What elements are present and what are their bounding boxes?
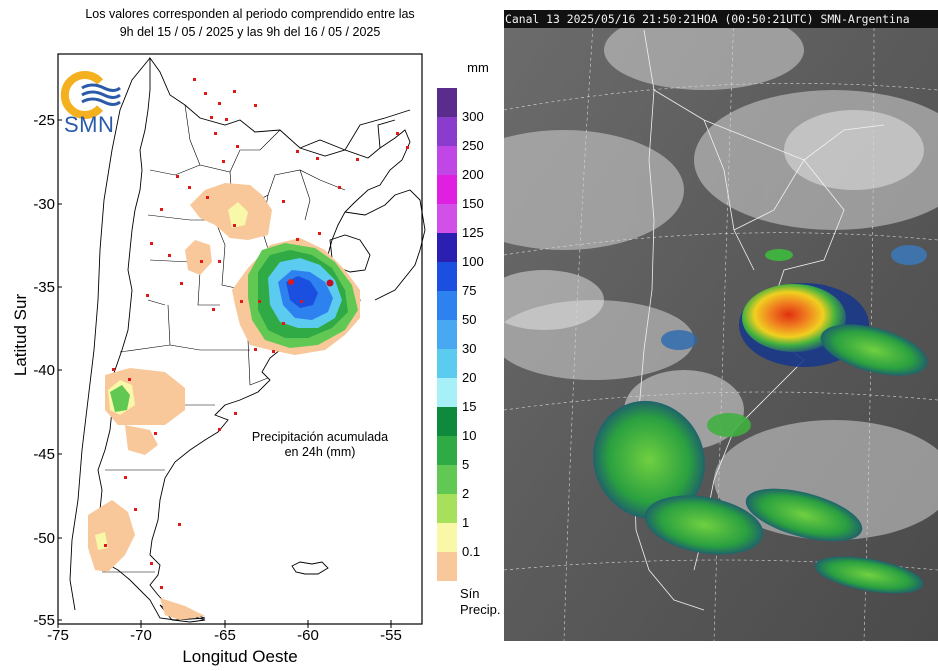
- y-axis-label: Latitud Sur: [11, 294, 30, 377]
- legend-label: 50: [462, 312, 476, 327]
- legend-swatch: [437, 262, 457, 291]
- x-tick-label: -60: [297, 627, 319, 644]
- max-precip-marker: [326, 279, 334, 287]
- legend-swatch: [437, 88, 457, 117]
- legend-label: 5: [462, 457, 469, 472]
- x-tick-label: -65: [214, 627, 236, 644]
- legend-label: 100: [462, 254, 484, 269]
- legend-swatch: [437, 378, 457, 407]
- storm-cell: [593, 400, 705, 520]
- legend-label: 15: [462, 399, 476, 414]
- legend-label: 75: [462, 283, 476, 298]
- annotation-line2: en 24h (mm): [284, 445, 356, 459]
- legend-label: 300: [462, 109, 484, 124]
- storm-cell: [742, 284, 846, 352]
- map-annotation: Precipitación acumulada en 24h (mm): [250, 430, 390, 460]
- legend-label: 1: [462, 515, 469, 530]
- no-precip-label-line1: Sín: [460, 586, 480, 601]
- map-header-line2: 9h del 15 / 05 / 2025 y las 9h del 16 / …: [119, 25, 381, 39]
- legend-label: 20: [462, 370, 476, 385]
- legend-swatch: [437, 465, 457, 494]
- precipitation-legend: 300 250 200 150 125 100 75 50 30 20 15 10 5 2 1 0.1 SínP…: [437, 88, 500, 617]
- legend-swatch: [437, 146, 457, 175]
- legend-label: 30: [462, 341, 476, 356]
- legend-swatch: [437, 407, 457, 436]
- y-tick-label: -25: [33, 112, 55, 129]
- x-tick-label: -70: [130, 627, 152, 644]
- legend-swatch: [437, 523, 457, 552]
- station-dots: [104, 78, 409, 589]
- legend-swatch: [437, 117, 457, 146]
- y-tick-label: -55: [33, 612, 55, 629]
- y-tick-label: -35: [33, 279, 55, 296]
- precipitation-map-panel: Los valores corresponden al periodo comp…: [11, 7, 500, 666]
- legend-label: 250: [462, 138, 484, 153]
- legend-label: 10: [462, 428, 476, 443]
- legend-swatch: [437, 291, 457, 320]
- satellite-image-panel: Canal 13 2025/05/16 21:50:21HOA (00:50:2…: [504, 10, 938, 641]
- legend-label: 150: [462, 196, 484, 211]
- y-tick-label: -45: [33, 446, 55, 463]
- legend-swatch: [437, 175, 457, 204]
- y-tick-label: -30: [33, 196, 55, 213]
- max-precip-marker: [288, 279, 294, 285]
- y-tick-label: -40: [33, 362, 55, 379]
- x-tick-label: -55: [380, 627, 402, 644]
- smn-logo: [60, 71, 121, 119]
- smn-logo-text: SMN: [64, 112, 115, 137]
- legend-swatch: [437, 349, 457, 378]
- legend-label: 125: [462, 225, 484, 240]
- legend-swatch: [437, 494, 457, 523]
- satellite-image-svg: [504, 10, 938, 641]
- borders: [633, 29, 885, 611]
- legend-label: 2: [462, 486, 469, 501]
- annotation-line1: Precipitación acumulada: [251, 430, 389, 444]
- legend-label: 200: [462, 167, 484, 182]
- map-header-line1: Los valores corresponden al periodo comp…: [85, 7, 415, 21]
- legend-swatch: [437, 436, 457, 465]
- legend-unit: mm: [467, 60, 489, 75]
- precipitation-field-darkblue: [286, 276, 318, 308]
- legend-swatch: [437, 320, 457, 349]
- y-tick-label: -50: [33, 530, 55, 547]
- graticule: [504, 10, 938, 641]
- no-precip-label-line2: Precip.: [460, 602, 500, 617]
- x-tick-label: -75: [47, 627, 69, 644]
- legend-label: 0.1: [462, 544, 480, 559]
- smn-logo-ring: [60, 71, 104, 119]
- satellite-title: Canal 13 2025/05/16 21:50:21HOA (00:50:2…: [504, 10, 938, 28]
- legend-swatch: [437, 552, 457, 581]
- country-outline: [69, 56, 426, 623]
- precipitation-map-svg: -25 -30 -35 -40 -45 -50 -55 -75 -70 -65 …: [11, 53, 500, 666]
- legend-swatch: [437, 233, 457, 262]
- x-axis-label: Longitud Oeste: [182, 647, 297, 666]
- legend-swatch: [437, 204, 457, 233]
